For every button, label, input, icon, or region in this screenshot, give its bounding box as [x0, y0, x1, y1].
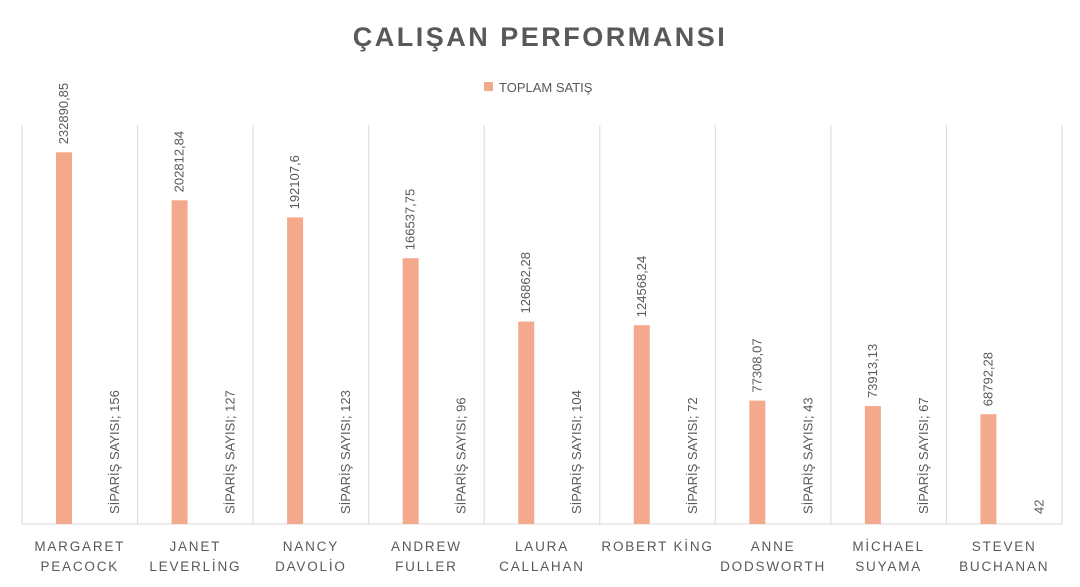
- category-label-line: ROBERT KİNG: [601, 539, 713, 554]
- chart-title: ÇALIŞAN PERFORMANSI: [353, 22, 728, 52]
- category-labels: MARGARET PEACOCK JANET LEVERLİNG NANCY DAVOLİ…: [34, 539, 1049, 574]
- bar-value-label: 202812,84: [172, 131, 187, 192]
- bar: [518, 321, 535, 524]
- bar-value-label: 73913,13: [865, 344, 880, 398]
- category-label: ROBERT KİNG: [601, 539, 713, 554]
- bar-value-label: 192107,6: [287, 155, 302, 209]
- count-labels: SİPARİŞ SAYISI; 156 SİPARİŞ SAYISI; 127 Sİ…: [107, 390, 1046, 514]
- bar: [171, 200, 188, 524]
- bar-value-label: 77308,07: [749, 338, 764, 392]
- category-label: LAURA CALLAHAN: [499, 539, 585, 574]
- bars: [56, 152, 997, 524]
- category-label-line: STEVEN: [972, 539, 1037, 554]
- category-label-line: BUCHANAN: [959, 559, 1049, 574]
- order-count-label: SİPARİŞ SAYISI; 72: [685, 397, 700, 514]
- category-label-line: DAVOLİO: [275, 559, 347, 574]
- category-label-line: NANCY: [283, 539, 339, 554]
- category-label-line: MARGARET: [34, 539, 125, 554]
- order-count-label: SİPARİŞ SAYISI; 96: [454, 397, 469, 514]
- bar-value-label: 68792,28: [980, 352, 995, 406]
- order-count-label: SİPARİŞ SAYISI; 104: [569, 390, 584, 514]
- bar-value-label: 166537,75: [403, 189, 418, 250]
- category-label-line: CALLAHAN: [499, 559, 585, 574]
- order-count-label: SİPARİŞ SAYISI; 43: [800, 397, 815, 514]
- order-count-label: SİPARİŞ SAYISI; 127: [223, 390, 238, 514]
- category-label: JANET LEVERLİNG: [149, 539, 241, 574]
- order-count-label: 42: [1031, 500, 1046, 514]
- gridlines: [21, 125, 1063, 525]
- bar: [980, 414, 997, 524]
- legend: TOPLAM SATIŞ: [484, 80, 593, 95]
- category-label-line: FULLER: [395, 559, 458, 574]
- category-label-line: MİCHAEL: [852, 539, 925, 554]
- category-label-line: PEACOCK: [40, 559, 119, 574]
- bar-value-label: 126862,28: [518, 252, 533, 313]
- bar-value-label: 124568,24: [634, 256, 649, 317]
- category-label-line: DODSWORTH: [720, 559, 826, 574]
- category-label: STEVEN BUCHANAN: [959, 539, 1049, 574]
- order-count-label: SİPARİŞ SAYISI; 123: [338, 390, 353, 514]
- category-label: ANDREW FULLER: [391, 539, 462, 574]
- bar-value-label: 232890,85: [56, 83, 71, 144]
- bar: [749, 400, 766, 524]
- category-label-line: ANNE: [751, 539, 796, 554]
- category-label-line: JANET: [169, 539, 221, 554]
- category-label: NANCY DAVOLİO: [275, 539, 347, 574]
- legend-label: TOPLAM SATIŞ: [499, 80, 593, 95]
- category-label: ANNE DODSWORTH: [720, 539, 826, 574]
- category-label-line: LEVERLİNG: [149, 559, 241, 574]
- category-label: MİCHAEL SUYAMA: [852, 539, 925, 574]
- legend-swatch: [484, 82, 493, 91]
- order-count-label: SİPARİŞ SAYISI; 156: [107, 390, 122, 514]
- bar: [402, 258, 419, 524]
- order-count-label: SİPARİŞ SAYISI; 67: [916, 397, 931, 514]
- category-label-line: ANDREW: [391, 539, 462, 554]
- category-label: MARGARET PEACOCK: [34, 539, 125, 574]
- bar: [287, 217, 304, 524]
- bar: [56, 152, 72, 524]
- category-label-line: LAURA: [515, 539, 569, 554]
- bar: [633, 325, 650, 524]
- value-labels: 232890,85 202812,84 192107,6 166537,75 12686…: [56, 83, 995, 406]
- bar: [864, 406, 881, 524]
- category-label-line: SUYAMA: [855, 559, 922, 574]
